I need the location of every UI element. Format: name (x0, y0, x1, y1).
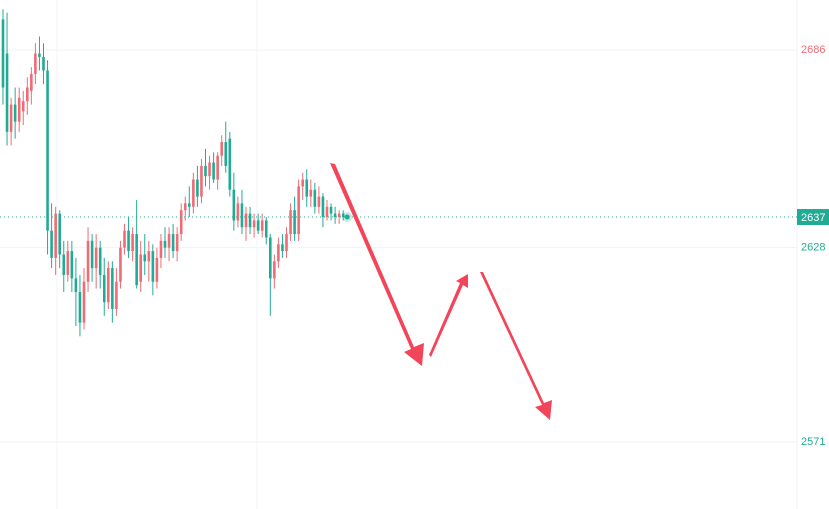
candle-body (98, 247, 102, 275)
candle-body (50, 230, 53, 258)
candle-body (115, 281, 118, 310)
arrow (330, 163, 424, 366)
candle-body (42, 56, 45, 71)
candle-body (78, 291, 82, 323)
candle-body (252, 220, 256, 228)
candle-body (277, 244, 280, 262)
candle-body (188, 203, 191, 207)
arrow (480, 272, 552, 420)
y-tick-label: 2686 (801, 44, 825, 56)
candle-body (143, 254, 147, 262)
candle-body (337, 213, 341, 218)
candle-body (151, 251, 155, 282)
candle-body (309, 189, 313, 197)
candle-body (200, 165, 203, 197)
candle-body (269, 237, 272, 279)
y-tick-label: 2628 (801, 242, 825, 254)
candle-body (107, 268, 110, 303)
candle-body (297, 186, 300, 235)
candle-body (260, 220, 264, 231)
candle-body (127, 230, 130, 252)
candle-body (17, 97, 21, 122)
candle-body (293, 210, 296, 235)
candle-body (341, 213, 345, 218)
y-tick-label: 2571 (801, 436, 825, 448)
candle-body (74, 278, 78, 292)
candle-body (66, 251, 70, 275)
candle-body (301, 179, 304, 187)
candle-body (171, 234, 175, 252)
candle-body (317, 196, 321, 207)
candle-body (285, 234, 288, 252)
candle-body (179, 210, 183, 235)
candle-body (34, 53, 37, 74)
candle-body (90, 240, 94, 269)
candle-body (281, 244, 284, 252)
candle-body (264, 220, 268, 238)
candle-body (220, 142, 223, 156)
candle-body (329, 206, 333, 214)
candle-body (212, 162, 215, 180)
candle-body (163, 240, 167, 248)
candle-body (26, 87, 29, 102)
candle-body (313, 189, 317, 207)
candle-body (232, 189, 236, 221)
candle-body (9, 104, 13, 132)
candle-body (30, 73, 33, 91)
candle-body (183, 203, 187, 211)
candle-body (13, 104, 17, 122)
annotation-arrows (330, 163, 552, 420)
candle-body (102, 274, 106, 303)
candle-body (62, 254, 66, 275)
candle-body (38, 53, 41, 57)
candle-body (204, 165, 207, 177)
plot: 2686 2628 2571 2637 (0, 9, 829, 448)
candle-body (46, 70, 49, 231)
candle-body (273, 261, 276, 279)
candle-body (216, 155, 219, 180)
candle-body (248, 213, 252, 228)
candle-body (224, 142, 228, 166)
candle-body (135, 234, 138, 286)
candle-body (5, 53, 9, 132)
candle-body (1, 19, 5, 88)
candle-body (333, 213, 337, 218)
candle-body (82, 281, 86, 323)
candle-body (208, 162, 211, 177)
candle-body (244, 213, 248, 228)
candle-body (111, 268, 114, 310)
candle-body (131, 234, 134, 252)
candle-body (58, 213, 61, 255)
candle-body (159, 240, 163, 258)
last-price-label: 2637 (801, 212, 825, 224)
candle-body (155, 257, 159, 282)
candle-body (119, 247, 122, 282)
arrow (429, 274, 468, 357)
candle-body (236, 203, 240, 221)
candle-body (192, 179, 195, 207)
candle-body (94, 247, 98, 269)
candle-body (325, 206, 329, 218)
candle-body (256, 220, 260, 231)
candle-body (305, 179, 309, 197)
candle-body (167, 234, 171, 248)
candle-body (123, 230, 126, 248)
candle-body (240, 203, 244, 228)
candle-body (86, 240, 90, 282)
candle-body (147, 251, 151, 262)
candle-body (228, 138, 232, 190)
last-price-badge (797, 209, 829, 226)
last-price-dot (344, 214, 350, 220)
candle-body (321, 196, 325, 218)
candle-body (175, 234, 179, 252)
candle-body (289, 210, 292, 235)
candle-body (21, 101, 25, 112)
candle-body (54, 213, 57, 258)
candle-body (70, 251, 74, 279)
candle-body (196, 179, 199, 197)
candle-body (139, 254, 142, 282)
